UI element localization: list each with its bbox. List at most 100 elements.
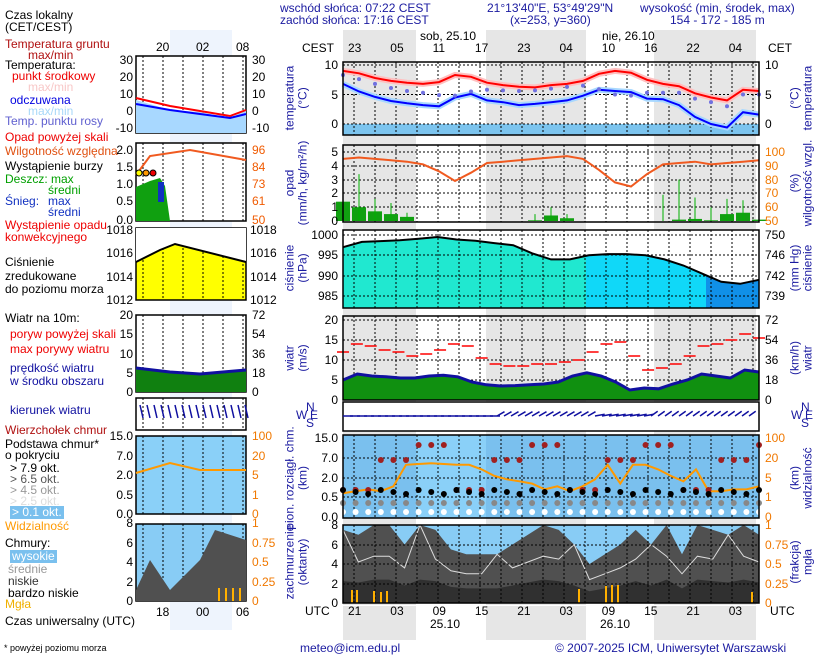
grid-point: (x=253, y=360) — [510, 13, 591, 27]
cloud-base-dot — [604, 487, 611, 493]
local-time-tick: 16 — [644, 41, 658, 55]
dew-point-dot — [629, 93, 633, 98]
wind-kmh-tick: 54 — [765, 333, 779, 347]
pressure-mm-tick: 739 — [765, 289, 786, 303]
cloud-base-dot — [428, 489, 435, 495]
legend-cloudcover-tick: 0 — [126, 594, 133, 608]
cloud-base-dot — [390, 509, 397, 515]
wind-arrow — [580, 411, 589, 417]
legend-wind-tick: 5 — [126, 366, 133, 380]
dew-point-dot — [373, 81, 377, 86]
legend-wind-kmh-tick: 0 — [252, 385, 259, 399]
wind-arrow — [615, 413, 626, 417]
visibility-line — [342, 462, 760, 495]
legend-visibility-line — [135, 461, 246, 474]
pressure-mm-tick: 746 — [765, 248, 786, 262]
temp-tick-right: 10 — [765, 58, 779, 72]
wind-arrow — [671, 410, 680, 417]
rh-tick: 60 — [765, 200, 779, 214]
legend-local-tick: 20 — [156, 40, 170, 54]
cloud-base-dot — [390, 500, 397, 506]
cloud-base-dot — [642, 509, 649, 515]
rh-axis-title-unit: wilgotność wzgl. — [800, 139, 815, 227]
cloud-base-dot — [743, 491, 750, 497]
sunrise: wschód słońca: 07:22 CEST — [280, 1, 431, 15]
legend-temp-tick-right: 0 — [252, 104, 259, 118]
day-label-2: nie, 26.10 — [602, 29, 655, 43]
fog-tick: 1 — [765, 518, 772, 532]
wind-arrow — [531, 411, 540, 417]
legend-local-tick: 02 — [196, 40, 210, 54]
cloud-top-dot — [554, 442, 561, 448]
cloud-base-dot — [667, 509, 674, 515]
cloud-top-dot — [403, 457, 410, 463]
fog-bar — [356, 590, 358, 603]
dew-point-dot — [725, 104, 729, 109]
cloud-base-dot — [617, 509, 624, 515]
legend-pressure-tick: 1014 — [106, 270, 133, 284]
cloud-base-dot — [415, 500, 422, 506]
dew-point-dot — [533, 88, 537, 93]
legend-fog-tick: 0.5 — [252, 555, 269, 569]
rh-tick: 90 — [765, 159, 779, 173]
elevation-value: 154 - 172 - 185 m — [670, 13, 765, 27]
legend-wind-kmh-tick: 36 — [252, 347, 266, 361]
utc-time-tick: 21 — [686, 604, 700, 618]
wind-tick: 5 — [331, 373, 338, 387]
night-band — [486, 606, 586, 640]
legend-label: Mgła — [5, 597, 32, 611]
legend-visibility-tick: 20 — [252, 449, 266, 463]
cloud-base-dot — [478, 500, 485, 506]
cloud-base-dot — [667, 500, 674, 506]
wind-arrow — [706, 410, 715, 417]
cloud-base-dot — [478, 509, 485, 515]
legend-label: prędkość wiatru — [10, 361, 95, 375]
cloud-base-dot — [718, 487, 725, 493]
cloudcover-tick: 6 — [331, 538, 338, 552]
legend-rh-tick: 84 — [252, 160, 266, 174]
legend-cloudbase-tick: 2.0 — [116, 468, 133, 482]
precip-axis-title-unit: (mm/h, kg/m²/h) — [295, 140, 310, 226]
temp-tick: 10 — [324, 58, 338, 72]
legend-label: > 2.5 okt. — [10, 494, 60, 508]
legend-temp-tick: 10 — [119, 87, 133, 101]
legend-pressure-tick-right: 1012 — [250, 293, 277, 307]
legend-fog-bar — [239, 588, 241, 601]
legend-rh-tick: 96 — [252, 143, 266, 157]
precip-frame — [342, 144, 760, 223]
cloud-base-dot — [680, 509, 687, 515]
legend-label: > 7.9 okt. — [10, 461, 60, 475]
dew-point-dot — [453, 93, 457, 98]
cloud-base-dot — [453, 509, 460, 515]
cloud-base-dot — [365, 509, 372, 515]
wind-kmh-tick: 36 — [765, 353, 779, 367]
dew-point-dot — [597, 87, 601, 92]
cloud-base-dot — [516, 500, 523, 506]
cloud-base-dot — [743, 500, 750, 506]
cloud-base-dot — [592, 500, 599, 506]
legend-label: Czas uniwersalny (UTC) — [5, 614, 136, 628]
legend-wind-arrow — [202, 404, 207, 419]
wind-arrow — [594, 413, 605, 417]
legend-wind-arrow — [139, 404, 144, 419]
cloud-base-dot — [377, 500, 384, 506]
legend-pressure-tick: 1016 — [106, 246, 133, 260]
email-link[interactable]: meteo@icm.edu.pl — [300, 641, 401, 655]
legend-humidity-line — [135, 148, 247, 176]
compass-n-right: N — [801, 400, 810, 414]
compass-e-left: E — [310, 408, 319, 422]
legend-cloud-fill — [136, 530, 246, 601]
legend-label: Wystąpienie burzy — [5, 159, 103, 173]
legend-label: Podstawa chmur* — [5, 437, 100, 451]
precip-tick: 4 — [331, 159, 338, 173]
fog-bar — [380, 592, 382, 603]
cloud-base-dot — [428, 509, 435, 515]
cloudcover-axis-title-unit: (oktanty) — [295, 538, 310, 586]
cloud-base-dot — [592, 509, 599, 515]
pressure-tick: 990 — [317, 269, 338, 283]
day-label-1: sob, 25.10 — [420, 29, 477, 43]
cloud-base-dot — [478, 491, 485, 497]
dew-point-dot — [549, 86, 553, 91]
cloud-base-dot — [466, 509, 473, 515]
cloudbase-tick: 0.5 — [321, 490, 338, 504]
